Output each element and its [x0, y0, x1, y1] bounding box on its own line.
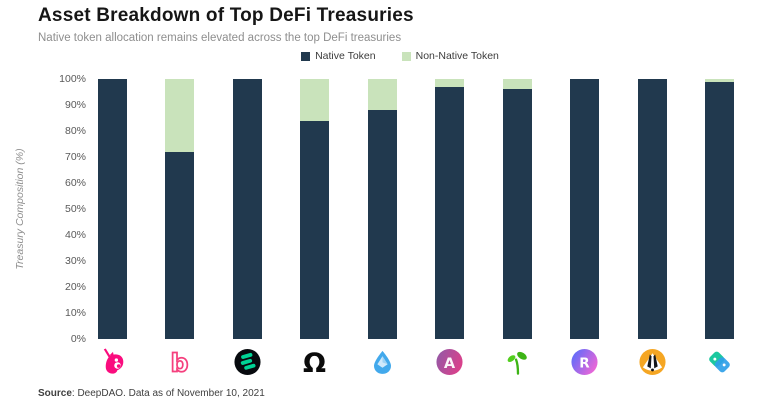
bar-segment-non-native-token	[165, 79, 195, 152]
svg-text:b: b	[171, 349, 189, 378]
bar-lido	[367, 79, 397, 339]
bar-bitdao	[165, 79, 195, 339]
svg-text:Ω: Ω	[303, 348, 326, 378]
bar-rari-capital	[570, 79, 600, 339]
y-tick-label: 80%	[64, 124, 86, 137]
source-note: Source: DeepDAO. Data as of November 10,…	[38, 388, 265, 399]
bar-olympus	[300, 79, 330, 339]
bar-plot-area	[98, 79, 734, 339]
y-tick-label: 70%	[64, 150, 86, 163]
bar-segment-native-token	[502, 89, 532, 339]
y-tick-label: 20%	[64, 280, 86, 293]
bar-segment-non-native-token	[367, 79, 397, 111]
teal-diamonds-icon	[705, 344, 734, 380]
chart-subtitle: Native token allocation remains elevated…	[38, 32, 402, 44]
bar-segment-non-native-token	[502, 79, 532, 90]
olympus-omega-icon: Ω	[300, 344, 329, 380]
y-tick-label: 10%	[64, 306, 86, 319]
bar-teal-diamonds-logo-protocol	[704, 79, 734, 339]
y-axis-title: Treasury Composition (%)	[14, 148, 26, 270]
bar-aave	[435, 79, 465, 339]
aave-icon: A	[435, 344, 464, 380]
legend-item-native: Native Token	[301, 50, 376, 62]
bar-segment-native-token	[165, 151, 195, 339]
bar-segment-non-native-token	[435, 79, 465, 87]
rari-icon: R	[570, 344, 599, 380]
lido-drop-icon	[368, 344, 397, 380]
bar-segment-native-token	[367, 110, 397, 339]
uniswap-unicorn-icon	[98, 344, 127, 380]
y-tick-label: 40%	[64, 228, 86, 241]
bar-segment-native-token	[300, 120, 330, 339]
y-tick-label: 60%	[64, 176, 86, 189]
svg-text:A: A	[444, 356, 456, 372]
bar-segment-native-token	[98, 79, 127, 339]
bar-uniswap	[98, 79, 127, 339]
page-title: Asset Breakdown of Top DeFi Treasuries	[38, 5, 414, 26]
y-tick-label: 30%	[64, 254, 86, 267]
bar-segment-non-native-token	[300, 79, 330, 121]
native-token-swatch	[301, 51, 311, 61]
bar-badgerdao	[637, 79, 667, 339]
svg-text:R: R	[579, 355, 590, 371]
y-tick-label: 90%	[64, 98, 86, 111]
bar-segment-non-native-token	[704, 79, 734, 82]
y-tick-label: 100%	[59, 72, 86, 85]
bar-segment-native-token	[435, 86, 465, 339]
y-tick-label: 0%	[70, 332, 86, 345]
chart-legend: Native Token Non-Native Token	[40, 50, 760, 62]
bar-segment-native-token	[704, 81, 734, 339]
seedling-icon	[503, 344, 532, 380]
legend-item-non-native: Non-Native Token	[401, 50, 499, 62]
source-prefix: Source	[38, 388, 72, 399]
bar-segment-native-token	[232, 79, 262, 339]
bitdao-b-icon: b	[165, 344, 194, 380]
non-native-token-swatch	[401, 51, 411, 61]
legend-label-non-native: Non-Native Token	[415, 50, 499, 62]
legend-label-native: Native Token	[315, 50, 376, 62]
badger-icon	[638, 344, 667, 380]
bar-segment-native-token	[637, 79, 667, 339]
bar-compound	[232, 79, 262, 339]
source-text: : DeepDAO. Data as of November 10, 2021	[71, 388, 265, 399]
y-tick-label: 50%	[64, 202, 86, 215]
bar-segment-native-token	[570, 79, 600, 339]
compound-icon	[233, 344, 262, 380]
bar-seedling-logo-protocol	[502, 79, 532, 339]
